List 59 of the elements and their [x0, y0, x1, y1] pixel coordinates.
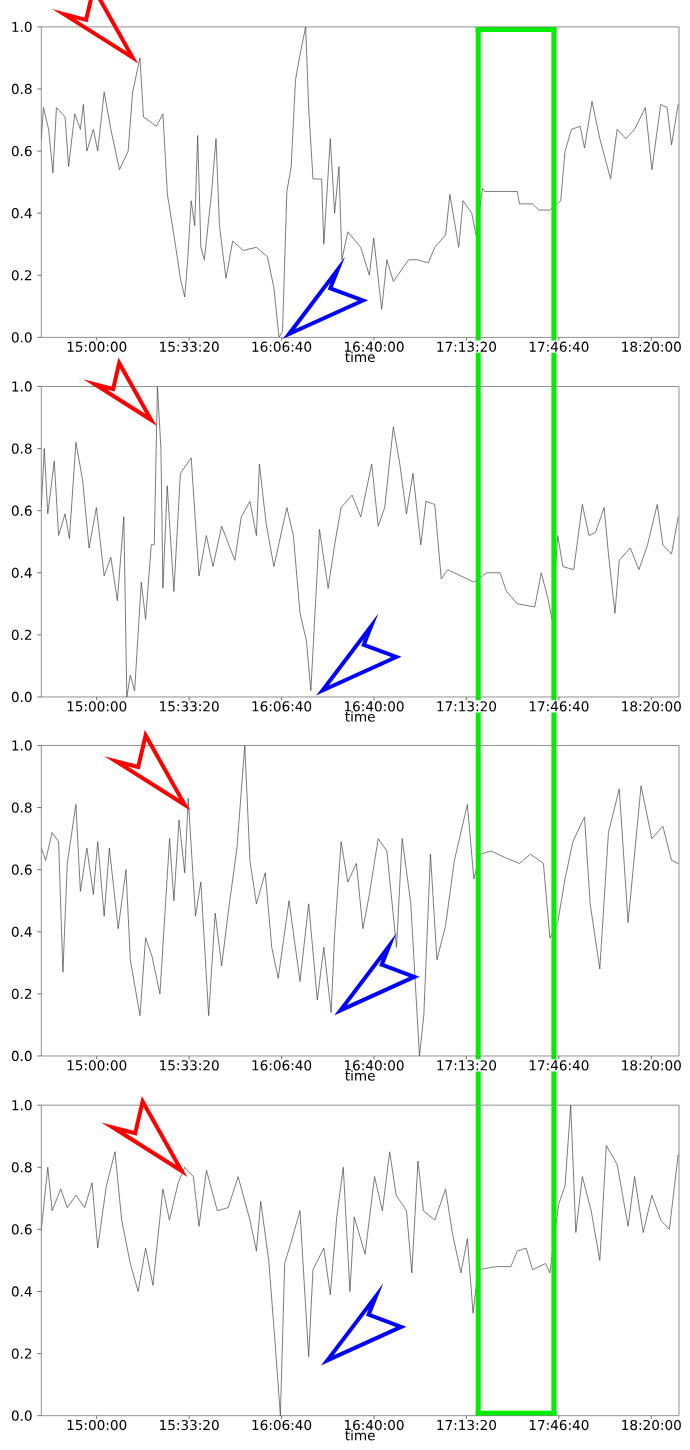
y-tick-label: 0.6 — [11, 1224, 32, 1235]
line-series — [41, 1105, 679, 1416]
y-tick-label: 0.6 — [11, 145, 32, 157]
y-tick-label: 0.6 — [11, 505, 32, 516]
x-tick-label: 16:06:40 — [252, 1060, 312, 1071]
y-tick-label: 0.2 — [11, 988, 32, 1000]
y-tick-label: 0.0 — [11, 332, 32, 343]
x-tick-label: 16:06:40 — [252, 341, 312, 352]
y-tick-label: 0.8 — [11, 83, 32, 95]
x-axis-title: time — [345, 1429, 375, 1441]
y-tick-label: 0.4 — [11, 1286, 32, 1297]
x-tick-label: 17:46:40 — [529, 1060, 589, 1071]
x-tick-label: 15:33:20 — [160, 1060, 219, 1071]
x-tick-label: 15:00:00 — [67, 701, 127, 712]
y-tick-label: 0.4 — [11, 567, 32, 578]
x-tick-label: 16:40:00 — [344, 341, 404, 352]
y-tick-label: 1.0 — [12, 381, 32, 392]
x-axis-title: time — [345, 351, 375, 363]
x-tick-label: 15:00:00 — [67, 1419, 127, 1431]
y-tick-label: 0.0 — [11, 1050, 32, 1062]
x-tick-label: 17:13:20 — [437, 1419, 497, 1431]
x-tick-label: 15:33:20 — [160, 1419, 219, 1431]
y-tick-label: 1.0 — [12, 1100, 32, 1111]
x-tick-label: 16:06:40 — [252, 701, 312, 712]
y-tick-label: 0.2 — [11, 270, 32, 281]
x-tick-label: 18:20:00 — [622, 341, 681, 352]
y-tick-label: 0.2 — [11, 1348, 32, 1359]
x-tick-label: 15:33:20 — [160, 341, 219, 352]
x-tick-label: 17:46:40 — [529, 701, 589, 712]
x-axis-title: time — [345, 1070, 375, 1081]
y-tick-label: 0.0 — [11, 691, 32, 703]
y-tick-label: 1.0 — [12, 21, 32, 33]
y-tick-label: 0.8 — [11, 1162, 32, 1173]
x-axis-title: time — [345, 711, 375, 722]
x-tick-label: 15:00:00 — [67, 341, 127, 352]
x-tick-label: 17:13:20 — [437, 701, 497, 712]
y-tick-label: 0.2 — [11, 629, 32, 641]
line-series — [41, 26, 679, 338]
y-tick-label: 0.8 — [11, 802, 32, 813]
y-tick-label: 0.4 — [11, 926, 32, 937]
x-tick-label: 16:40:00 — [344, 701, 404, 712]
x-tick-label: 15:00:00 — [67, 1060, 127, 1071]
x-tick-label: 16:06:40 — [252, 1419, 312, 1431]
x-tick-label: 16:40:00 — [344, 1060, 404, 1071]
y-tick-label: 0.8 — [11, 443, 32, 454]
line-series — [41, 386, 679, 697]
y-tick-label: 1.0 — [12, 740, 32, 751]
x-tick-label: 17:13:20 — [437, 1060, 497, 1071]
x-tick-label: 17:46:40 — [529, 341, 589, 352]
x-tick-label: 16:40:00 — [344, 1419, 404, 1431]
x-tick-label: 18:20:00 — [622, 1419, 681, 1431]
y-tick-label: 0.0 — [11, 1410, 32, 1421]
x-tick-label: 15:33:20 — [160, 701, 219, 712]
x-tick-label: 17:46:40 — [529, 1419, 589, 1431]
x-tick-label: 18:20:00 — [622, 701, 681, 712]
x-tick-label: 18:20:00 — [622, 1060, 681, 1071]
y-tick-label: 0.6 — [11, 864, 32, 875]
x-tick-label: 17:13:20 — [437, 341, 497, 352]
y-tick-label: 0.4 — [11, 208, 32, 219]
